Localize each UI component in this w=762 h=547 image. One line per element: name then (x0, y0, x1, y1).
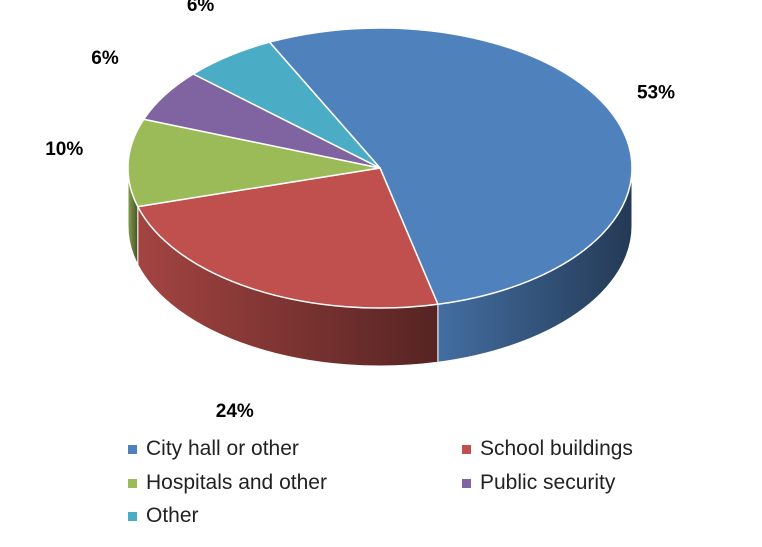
legend-swatch (128, 511, 137, 521)
data-label-hospitals-and-other: 10% (45, 139, 83, 160)
data-label-city-hall-or-other: 53% (637, 82, 675, 103)
legend-item-school-buildings: School buildings (462, 435, 633, 463)
slice-city-hall-or-other (268, 27, 633, 306)
legend-swatch (462, 478, 471, 488)
legend-label: Other (146, 504, 199, 527)
legend-swatch (462, 444, 471, 454)
pie-labels: 53% 24% 10% 6% 6% (45, 0, 675, 422)
legend-item-public-security: Public security (462, 469, 615, 497)
legend-label: Public security (480, 471, 616, 494)
legend-label: City hall or other (146, 437, 299, 460)
legend-swatch (128, 478, 137, 488)
data-label-other: 6% (187, 0, 215, 16)
legend-swatch (128, 444, 137, 454)
legend-item-other: Other (128, 502, 199, 530)
legend-label: Hospitals and other (146, 471, 327, 494)
slice-hospitals-and-other (127, 118, 381, 208)
pie-tops (127, 27, 633, 309)
legend-item-city-hall: City hall or other (128, 435, 299, 463)
data-label-public-security: 6% (91, 48, 119, 69)
slice-other (192, 41, 381, 169)
slice-school-buildings (137, 167, 439, 309)
data-label-school-buildings: 24% (216, 401, 254, 422)
legend-label: School buildings (480, 437, 633, 460)
legend-item-hospitals: Hospitals and other (128, 469, 327, 497)
